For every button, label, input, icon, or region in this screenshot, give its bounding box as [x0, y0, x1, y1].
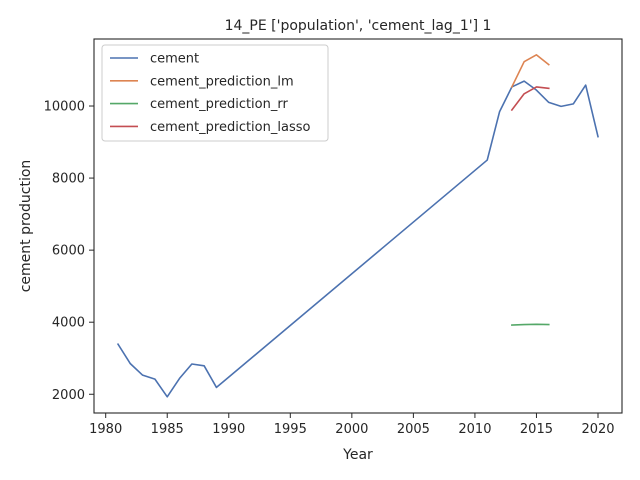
y-tick-label: 8000: [52, 172, 85, 187]
series-line-cement-prediction-lm: [510, 54, 550, 88]
x-tick-label: 2000: [335, 422, 368, 437]
x-tick-label: 2010: [458, 422, 491, 437]
plot-frame: [93, 38, 623, 414]
x-tick-label: 2020: [581, 422, 614, 437]
y-tick-label: 10000: [44, 100, 85, 115]
x-tick-label: 2015: [520, 422, 553, 437]
x-tick-label: 1990: [212, 422, 245, 437]
y-tick-label: 2000: [52, 388, 85, 403]
series-line-cement-prediction-rr: [511, 323, 550, 326]
x-tick-label: 1995: [274, 422, 307, 437]
chart-title: 14_PE ['population', 'cement_lag_1'] 1: [225, 18, 492, 34]
legend-label: cement_prediction_rr: [150, 97, 288, 112]
legend-label: cement: [150, 52, 199, 67]
series-line-cement-prediction-lasso: [510, 86, 550, 112]
y-tick-label: 4000: [52, 316, 85, 331]
x-axis-label: Year: [342, 447, 373, 463]
legend-label: cement_prediction_lm: [150, 74, 294, 89]
x-tick-label: 1985: [151, 422, 184, 437]
y-axis-label: cement production: [18, 160, 34, 293]
y-tick-label: 6000: [52, 244, 85, 259]
legend-label: cement_prediction_lasso: [150, 120, 310, 135]
x-tick-label: 1980: [89, 422, 122, 437]
legend: cement cement_prediction_lm cement_predict…: [101, 44, 329, 142]
legend-box: [101, 44, 329, 142]
x-tick-label: 2005: [397, 422, 430, 437]
